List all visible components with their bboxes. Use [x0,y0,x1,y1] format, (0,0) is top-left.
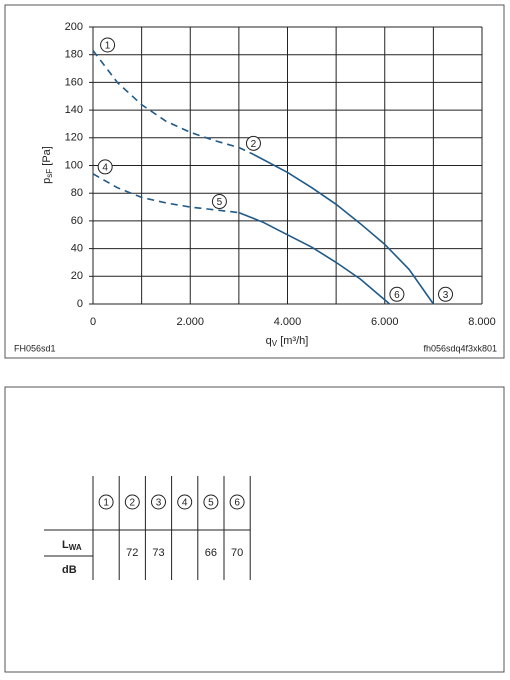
x-axis-label-unit: [m³/h] [277,335,308,347]
y-tick-label: 120 [65,132,83,144]
annotation-label: 4 [102,163,108,174]
x-tick-label: 2.000 [176,316,204,328]
annotation-circle [389,286,405,302]
y-axis-label-sub: sF [45,169,54,178]
annotation-label: 2 [251,139,257,150]
y-tick-label: 180 [65,49,83,61]
curve [253,153,435,305]
y-axis-label: p [41,178,53,184]
annotation-label: 6 [394,290,400,301]
curve [238,211,391,305]
annotation-circle [211,194,227,210]
column-circle [98,494,114,510]
column-circle [203,494,219,510]
y-tick-label: 20 [71,270,83,282]
table-frame [4,386,505,673]
x-axis-label: qV [m³/h] [266,335,309,348]
footnote: fh056sdq4f3xk801 [423,343,497,353]
annotation-label: 1 [105,41,111,52]
cell-value: 66 [205,547,217,559]
column-circle [151,494,166,510]
x-tick-label: 6.000 [371,316,399,328]
annotation-circle [97,159,113,175]
column-circle [124,494,140,510]
row-label: LWA [62,539,82,552]
x-tick-label: 4.000 [274,316,302,328]
annotation-circle [245,135,261,151]
column-circle [177,494,193,510]
x-axis-label-sub: V [272,339,278,348]
y-tick-label: 100 [65,159,83,171]
row-unit: dB [62,564,77,576]
y-tick-label: 40 [71,243,83,255]
x-tick-label: 8.000 [468,316,496,328]
curve [92,173,239,214]
annotation-circle [100,37,116,53]
column-header: 6 [234,498,240,509]
x-tick-label: 0 [90,316,96,328]
y-tick-label: 200 [65,21,83,33]
y-tick-label: 140 [65,104,83,116]
y-tick-label: 160 [65,76,83,88]
cell-value: 73 [152,547,164,559]
y-axis-label-unit: [Pa] [41,146,53,169]
annotation-label: 3 [443,290,449,301]
column-header: 1 [103,498,109,509]
row-label-sub: WA [69,543,82,552]
chart-frame [4,4,505,359]
x-axis-label: q [266,335,272,347]
column-header: 5 [208,498,214,509]
y-axis-label: psF [Pa] [41,146,54,184]
curve [92,50,254,156]
column-header: 4 [182,498,188,509]
footnote: FH056sd1 [14,343,56,353]
column-circle [229,494,245,510]
column-header: 3 [156,498,162,509]
y-tick-label: 60 [71,215,83,227]
y-tick-label: 0 [77,298,83,310]
annotation-label: 5 [217,197,223,208]
annotation-circle [438,286,454,302]
column-header: 2 [130,498,136,509]
y-tick-label: 80 [71,187,83,199]
row-label: L [62,539,69,551]
cell-value: 70 [231,547,243,559]
cell-value: 72 [126,547,138,559]
